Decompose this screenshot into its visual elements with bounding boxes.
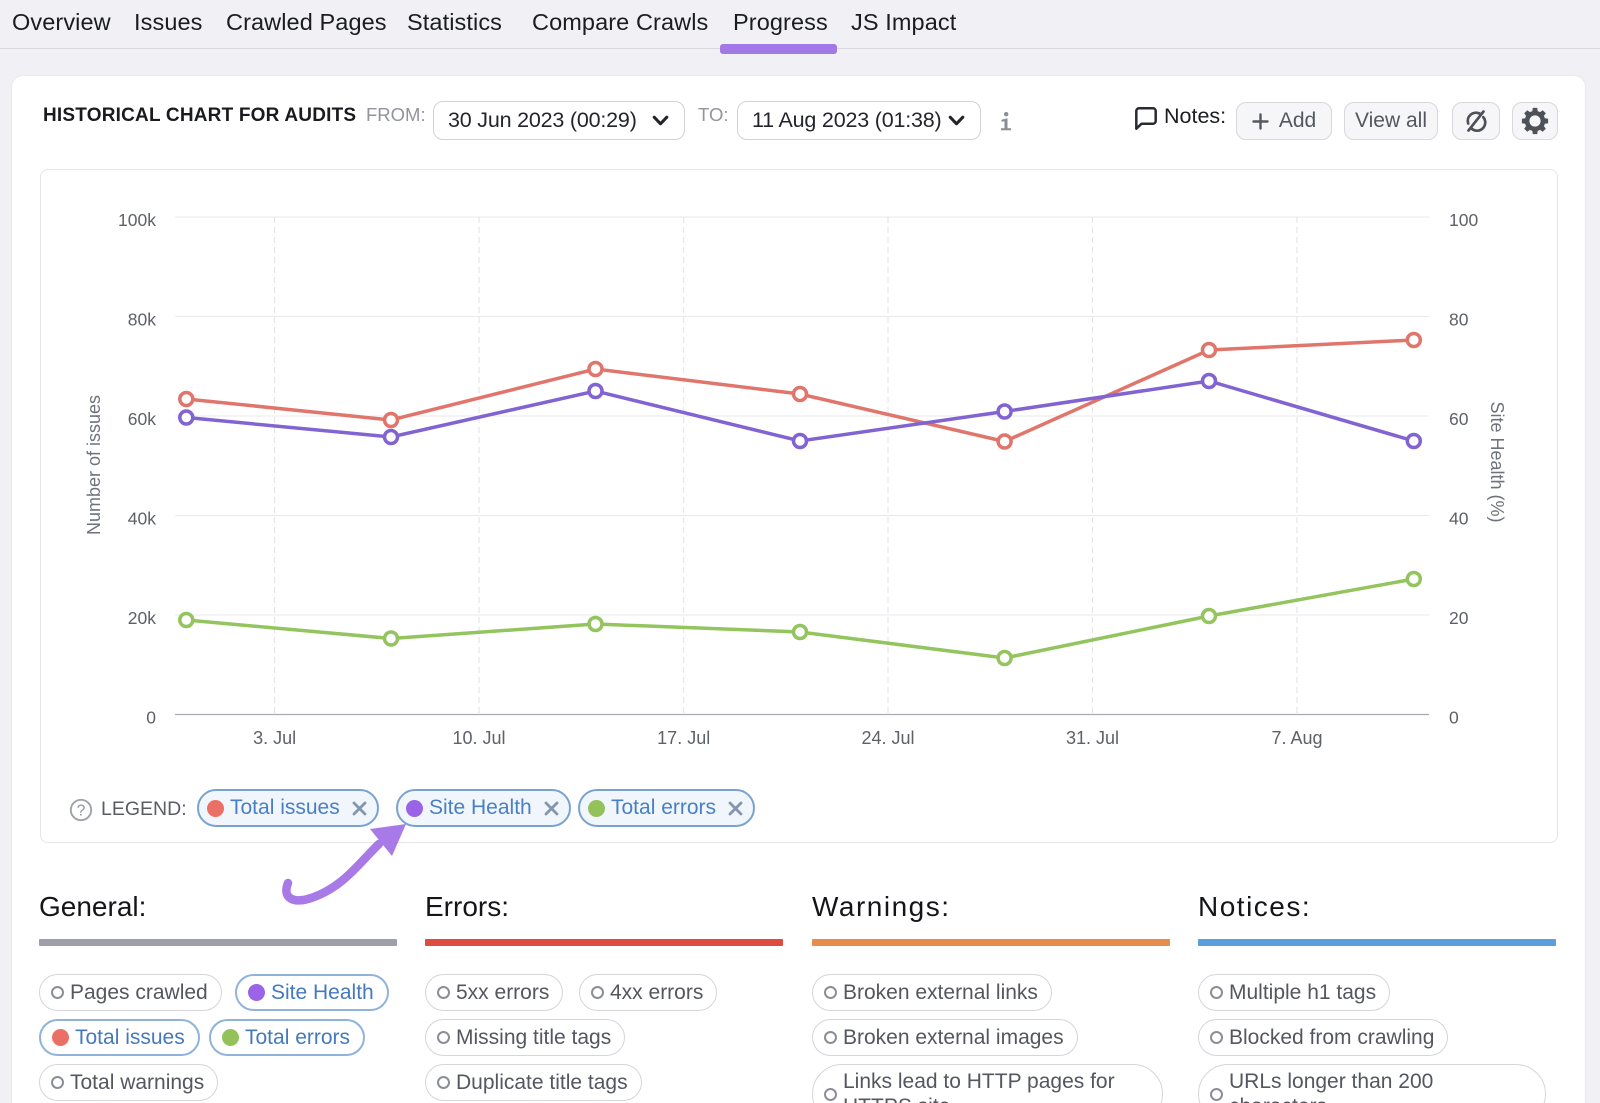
- svg-text:40: 40: [1449, 509, 1469, 529]
- svg-text:0: 0: [1449, 708, 1459, 728]
- svg-text:60k: 60k: [128, 409, 156, 429]
- svg-text:60: 60: [1449, 409, 1469, 429]
- svg-text:100k: 100k: [118, 210, 156, 230]
- svg-text:Number of issues: Number of issues: [84, 395, 104, 535]
- svg-text:17. Jul: 17. Jul: [657, 728, 710, 748]
- svg-text:31. Jul: 31. Jul: [1066, 728, 1119, 748]
- svg-text:24. Jul: 24. Jul: [861, 728, 914, 748]
- svg-text:40k: 40k: [128, 509, 156, 529]
- svg-text:80: 80: [1449, 310, 1469, 330]
- svg-text:Site Health (%): Site Health (%): [1487, 401, 1507, 522]
- svg-text:20: 20: [1449, 608, 1469, 628]
- svg-text:100: 100: [1449, 210, 1478, 230]
- svg-text:0: 0: [146, 708, 156, 728]
- svg-text:3. Jul: 3. Jul: [253, 728, 296, 748]
- svg-text:10. Jul: 10. Jul: [452, 728, 505, 748]
- svg-text:?: ?: [77, 803, 86, 820]
- svg-text:20k: 20k: [128, 608, 156, 628]
- svg-text:7. Aug: 7. Aug: [1271, 728, 1322, 748]
- svg-text:80k: 80k: [128, 310, 156, 330]
